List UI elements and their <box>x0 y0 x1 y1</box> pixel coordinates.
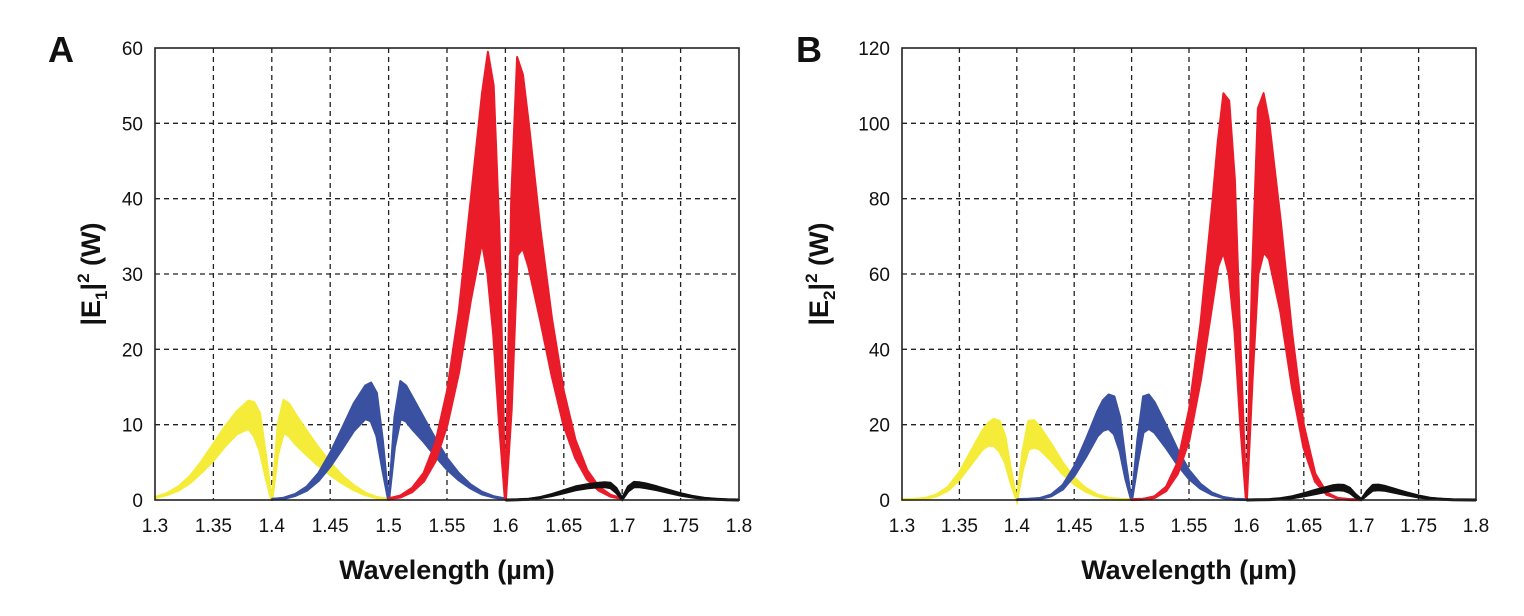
panel-b-y-title-mid: | <box>804 283 834 291</box>
panel-b-series-blue-baseline <box>1016 426 1247 502</box>
panel-a-plot-frame <box>154 47 740 501</box>
panel-a-y-tick-label: 20 <box>122 340 143 361</box>
panel-a-x-tick-label: 1.3 <box>142 516 168 537</box>
panel-b-series <box>901 92 1477 506</box>
panel-a-x-tick-label: 1.8 <box>726 516 752 537</box>
panel-b-series-black-baseline <box>1246 488 1477 502</box>
panel-a-x-tick-label: 1.4 <box>259 516 286 537</box>
panel-b-y-tick-label: 80 <box>869 190 890 211</box>
panel-a-x-tick-label: 1.75 <box>662 516 699 537</box>
panel-a-y-tick-label: 0 <box>132 491 143 512</box>
panel-b-y-title-sub: 2 <box>820 290 839 299</box>
panel-b-x-tick-label: 1.7 <box>1348 516 1374 537</box>
panel-b-y-title-prefix: |E <box>804 300 834 326</box>
panel-a-x-tick-label: 1.7 <box>609 516 635 537</box>
panel-a-y-title-sup: 2 <box>74 273 93 282</box>
panel-a-y-title-suffix: (W) <box>76 222 106 273</box>
panel-a-y-ticks: 0 10 20 30 40 50 60 <box>122 39 143 512</box>
panel-b-grid <box>902 48 1476 500</box>
panel-b-x-ticks: 1.3 1.35 1.4 1.45 1.5 1.55 1.6 1.65 1.7 1.75 1.8 <box>889 516 1489 537</box>
panel-b-x-tick-label: 1.5 <box>1118 516 1144 537</box>
panel-b-x-tick-label: 1.75 <box>1400 516 1437 537</box>
panel-b-y-title-suffix: (W) <box>804 222 834 273</box>
panel-a-x-tick-label: 1.55 <box>429 516 466 537</box>
panel-b-x-tick-label: 1.55 <box>1171 516 1208 537</box>
panel-a-y-tick-label: 30 <box>122 265 143 286</box>
panel-b-x-tick-label: 1.45 <box>1056 516 1093 537</box>
panel-a-y-title-sub: 1 <box>92 290 111 299</box>
panel-a-y-title-prefix: |E <box>76 300 106 326</box>
panel-b-y-tick-label: 0 <box>879 491 890 512</box>
panel-b-x-tick-label: 1.4 <box>1004 516 1031 537</box>
panel-b-x-tick-label: 1.6 <box>1233 516 1259 537</box>
panel-a-x-tick-label: 1.45 <box>312 516 349 537</box>
panel-b-x-axis-title: Wavelength (µm) <box>1081 555 1297 585</box>
panel-b-y-tick-label: 100 <box>858 114 890 135</box>
panel-a: A 1.3 1.35 1.4 1.45 1.5 1.55 1.6 1.65 1.7 1.75 1.8… <box>48 29 752 585</box>
panel-a-y-tick-label: 60 <box>122 39 143 60</box>
panel-b-x-tick-label: 1.8 <box>1463 516 1489 537</box>
panel-b-y-tick-label: 120 <box>858 39 890 60</box>
panel-a-x-tick-label: 1.65 <box>545 516 582 537</box>
panel-b-x-tick-label: 1.35 <box>941 516 978 537</box>
panel-a-x-tick-label: 1.35 <box>195 516 232 537</box>
panel-b-y-ticks: 0 20 40 60 80 100 120 <box>858 39 890 512</box>
panel-a-y-tick-label: 10 <box>122 416 143 437</box>
panel-b-x-tick-label: 1.65 <box>1285 516 1322 537</box>
panel-a-y-title-mid: | <box>76 283 106 291</box>
panel-a-y-tick-label: 40 <box>122 190 143 211</box>
panel-b-series-red-baseline <box>1131 246 1362 502</box>
panel-b-x-tick-label: 1.3 <box>889 516 915 537</box>
panel-a-x-ticks: 1.3 1.35 1.4 1.45 1.5 1.55 1.6 1.65 1.7 1.75 1.8 <box>142 516 752 537</box>
panel-b-y-axis-title: |E2|2 (W) <box>802 222 839 325</box>
panel-b-plot-frame <box>901 47 1477 501</box>
panel-a-y-axis-title: |E1|2 (W) <box>74 222 111 325</box>
panel-b-label: B <box>796 29 822 70</box>
panel-b: B 1.3 1.35 1.4 1.45 1.5 1.55 1.6 1.65 1.7 1.75 1.8… <box>796 29 1489 585</box>
panel-a-x-axis-title: Wavelength (µm) <box>339 555 555 585</box>
panel-a-x-tick-label: 1.5 <box>375 516 401 537</box>
panel-b-series-yellow-baseline <box>901 443 1132 506</box>
panel-a-label: A <box>48 29 74 70</box>
panel-a-y-tick-label: 50 <box>122 114 143 135</box>
panel-b-y-tick-label: 40 <box>869 340 890 361</box>
panel-a-x-tick-label: 1.6 <box>492 516 518 537</box>
panel-b-y-tick-label: 20 <box>869 416 890 437</box>
panel-b-y-tick-label: 60 <box>869 265 890 286</box>
panel-b-y-title-sup: 2 <box>802 273 821 282</box>
